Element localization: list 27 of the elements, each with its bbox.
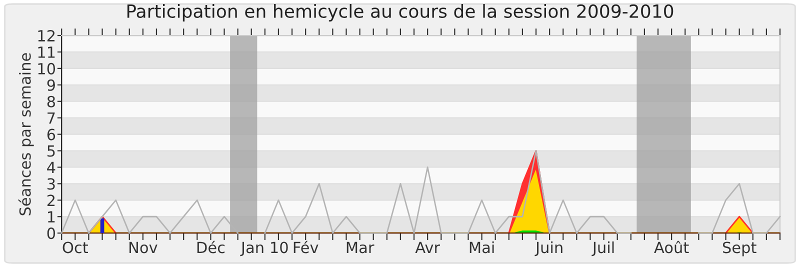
y-tick-label: 2 (47, 194, 55, 206)
y-tick-label: 7 (48, 112, 55, 124)
x-tick-label: Avr (415, 242, 440, 254)
y-tick-label: 12 (38, 30, 55, 42)
y-tick-label: 3 (47, 178, 55, 190)
y-tick-label: 4 (47, 162, 56, 174)
y-tick-label: 0 (47, 228, 56, 240)
chart-title: Participation en hemicycle au cours de la session 2009-2010 (127, 4, 674, 22)
x-tick-label: Mar (346, 242, 374, 254)
y-axis-title: Séances par semaine (18, 53, 34, 216)
x-tick-label: Déc (197, 240, 225, 254)
x-tick-label: Mai (470, 241, 494, 254)
x-tick-label: Nov (130, 242, 158, 254)
x-tick-label: Jan 10 (240, 242, 288, 256)
y-tick-label: 11 (38, 46, 55, 58)
y-tick-label: 6 (47, 128, 56, 140)
x-tick-label: Fév (294, 240, 318, 254)
y-tick-label: 9 (47, 79, 55, 91)
x-tick-label: Oct (62, 242, 88, 254)
x-tick-label: Juil (592, 241, 614, 256)
y-tick-label: 8 (47, 96, 55, 108)
y-tick-label: 5 (48, 145, 55, 157)
x-tick-label: Août (654, 240, 689, 254)
y-tick-label: 1 (48, 211, 55, 222)
y-tick-label: 10 (38, 62, 56, 74)
x-tick-label: Juin (534, 241, 562, 256)
x-tick-label: Sept (722, 242, 756, 256)
